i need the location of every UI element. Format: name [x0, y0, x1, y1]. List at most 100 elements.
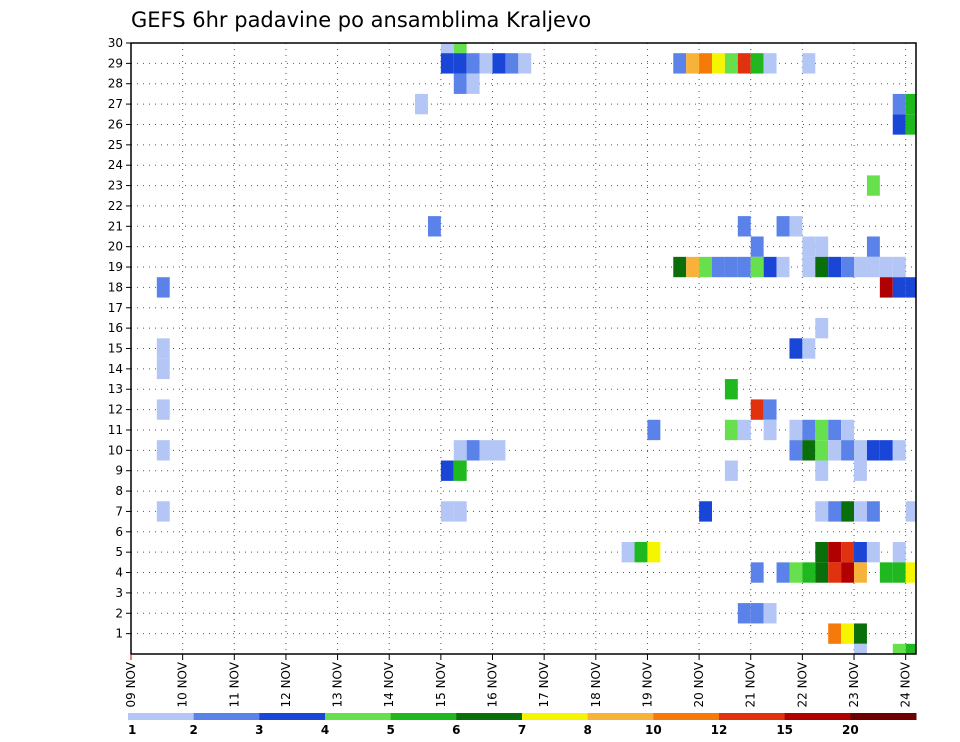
y-tick-label: 18 [108, 280, 123, 294]
precip-cell [156, 501, 170, 522]
precip-cell [905, 114, 916, 135]
x-tick-label: 18 NOV [589, 661, 603, 707]
legend-swatch [390, 713, 457, 720]
precip-cell [866, 541, 880, 563]
precip-cell [841, 256, 855, 278]
x-tick-label: 13 NOV [331, 661, 345, 707]
precip-cell [854, 623, 867, 644]
precip-cell [763, 399, 777, 420]
legend-label: 12 [711, 723, 728, 737]
x-tick-label: 23 NOV [847, 661, 861, 707]
y-tick-label: 30 [108, 36, 123, 50]
precip-cell [905, 501, 916, 522]
precip-cell [854, 440, 867, 461]
legend-swatch [456, 713, 523, 720]
precip-cell [156, 358, 170, 380]
precip-cell [763, 256, 777, 278]
y-tick-label: 7 [115, 504, 123, 518]
x-tick-label: 12 NOV [279, 661, 293, 707]
legend-label: 1 [128, 723, 136, 737]
precip-cell [854, 460, 867, 481]
y-tick-label: 29 [108, 56, 123, 70]
precip-cell [879, 562, 893, 583]
precip-cell [802, 53, 816, 74]
x-tick-label: 15 NOV [434, 661, 448, 707]
precip-cell [479, 53, 493, 74]
y-tick-label: 13 [108, 382, 123, 396]
precip-cell [699, 256, 713, 278]
precip-cell [802, 562, 816, 583]
precip-cell [479, 440, 493, 461]
precip-cell [776, 256, 790, 278]
y-tick-label: 5 [115, 545, 123, 559]
y-tick-label: 11 [108, 423, 123, 437]
legend-swatch [587, 713, 654, 720]
precip-cell [828, 440, 842, 461]
legend-swatch [850, 713, 917, 720]
precip-cell [763, 53, 777, 74]
y-tick-label: 20 [108, 240, 123, 254]
precip-cell [505, 53, 519, 74]
y-tick-label: 8 [115, 484, 123, 498]
precip-cell [828, 419, 842, 441]
x-axis-ticks: 09 NOV 10 NOV 11 NOV 12 NOV 13 NOV 14 NOV 15 N… [124, 654, 913, 708]
legend-label: 7 [518, 723, 526, 737]
precip-cell [789, 440, 803, 461]
precip-cell [905, 277, 916, 298]
x-tick-label: 09 NOV [124, 661, 138, 707]
precip-cell [724, 379, 738, 400]
precip-cell [427, 216, 441, 237]
legend-label: 10 [645, 723, 662, 737]
precip-cell [453, 43, 467, 54]
precip-cell [866, 440, 880, 461]
precip-cell [156, 277, 170, 298]
precip-cell [815, 501, 829, 522]
y-tick-label: 22 [108, 199, 123, 213]
precip-cell [879, 256, 893, 278]
precip-cell [453, 501, 467, 522]
precipitation-cells [156, 43, 916, 654]
precip-cell [841, 501, 855, 522]
precip-cell [815, 440, 829, 461]
precip-cell [737, 419, 751, 441]
precip-cell [828, 562, 842, 583]
precip-cell [905, 93, 916, 115]
y-tick-label: 9 [115, 464, 123, 478]
precip-cell [866, 256, 880, 278]
precip-cell [841, 623, 855, 644]
precip-cell [750, 562, 764, 583]
x-tick-label: 21 NOV [744, 661, 758, 707]
precip-cell [802, 419, 816, 441]
precip-cell [815, 460, 829, 481]
x-tick-label: 14 NOV [382, 661, 396, 707]
precip-cell [699, 53, 713, 74]
precip-cell [841, 419, 855, 441]
precip-cell [750, 603, 764, 624]
precip-cell [453, 73, 467, 94]
precip-cell [841, 541, 855, 563]
y-tick-label: 4 [115, 566, 123, 580]
precip-cell [737, 256, 751, 278]
precip-cell [866, 501, 880, 522]
y-tick-label: 1 [115, 627, 123, 641]
precip-cell [156, 338, 170, 359]
legend-swatch [128, 713, 195, 720]
precip-cell [673, 256, 687, 278]
legend-label: 8 [583, 723, 591, 737]
precip-cell [492, 53, 506, 74]
y-tick-label: 19 [108, 260, 123, 274]
legend-swatch [719, 713, 786, 720]
precip-cell [750, 399, 764, 420]
legend-label: 20 [842, 723, 859, 737]
precip-cell [634, 541, 648, 563]
y-axis-ticks: 1234567891011121314151617181920212223242… [108, 36, 131, 641]
precip-cell [802, 440, 816, 461]
precip-cell [415, 93, 428, 115]
precip-cell [815, 256, 829, 278]
precip-cell [879, 440, 893, 461]
legend-swatch [522, 713, 589, 720]
precip-cell [802, 338, 816, 359]
precip-cell [466, 73, 480, 94]
precip-cell [621, 541, 635, 563]
legend-swatch [259, 713, 326, 720]
